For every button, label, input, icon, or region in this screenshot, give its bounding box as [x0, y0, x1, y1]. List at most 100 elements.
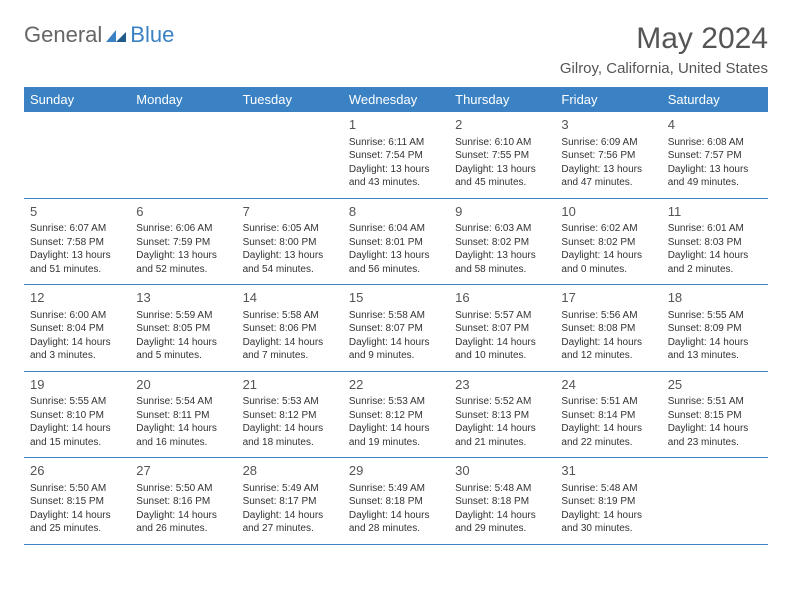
day-number: 17: [561, 289, 655, 307]
day-number: 8: [349, 203, 443, 221]
day-number: 24: [561, 376, 655, 394]
daylight-text: and 30 minutes.: [561, 522, 655, 536]
daylight-text: and 3 minutes.: [30, 349, 124, 363]
week-row: 1Sunrise: 6:11 AMSunset: 7:54 PMDaylight…: [24, 112, 768, 199]
daylight-text: Daylight: 14 hours: [561, 336, 655, 350]
daylight-text: Daylight: 14 hours: [561, 249, 655, 263]
daylight-text: Daylight: 14 hours: [349, 336, 443, 350]
sunrise-text: Sunrise: 5:48 AM: [561, 482, 655, 496]
daylight-text: and 25 minutes.: [30, 522, 124, 536]
sunrise-text: Sunrise: 5:53 AM: [243, 395, 337, 409]
calendar-cell: 9Sunrise: 6:03 AMSunset: 8:02 PMDaylight…: [449, 199, 555, 285]
day-number: 6: [136, 203, 230, 221]
daylight-text: and 9 minutes.: [349, 349, 443, 363]
day-header-row: Sunday Monday Tuesday Wednesday Thursday…: [24, 87, 768, 112]
daylight-text: Daylight: 14 hours: [30, 509, 124, 523]
sunrise-text: Sunrise: 6:07 AM: [30, 222, 124, 236]
calendar-cell: 8Sunrise: 6:04 AMSunset: 8:01 PMDaylight…: [343, 199, 449, 285]
calendar-cell: 4Sunrise: 6:08 AMSunset: 7:57 PMDaylight…: [662, 112, 768, 198]
daylight-text: and 10 minutes.: [455, 349, 549, 363]
sunset-text: Sunset: 7:56 PM: [561, 149, 655, 163]
sunset-text: Sunset: 8:15 PM: [668, 409, 762, 423]
calendar-cell: 15Sunrise: 5:58 AMSunset: 8:07 PMDayligh…: [343, 285, 449, 371]
daylight-text: Daylight: 14 hours: [455, 509, 549, 523]
calendar-cell: 28Sunrise: 5:49 AMSunset: 8:17 PMDayligh…: [237, 458, 343, 544]
day-header-cell: Thursday: [449, 87, 555, 112]
sunset-text: Sunset: 8:18 PM: [349, 495, 443, 509]
week-row: 12Sunrise: 6:00 AMSunset: 8:04 PMDayligh…: [24, 285, 768, 372]
daylight-text: and 12 minutes.: [561, 349, 655, 363]
sunrise-text: Sunrise: 5:50 AM: [136, 482, 230, 496]
sunrise-text: Sunrise: 5:51 AM: [668, 395, 762, 409]
calendar-cell: 27Sunrise: 5:50 AMSunset: 8:16 PMDayligh…: [130, 458, 236, 544]
sunset-text: Sunset: 8:06 PM: [243, 322, 337, 336]
sunset-text: Sunset: 8:13 PM: [455, 409, 549, 423]
daylight-text: Daylight: 13 hours: [668, 163, 762, 177]
sunset-text: Sunset: 7:59 PM: [136, 236, 230, 250]
daylight-text: and 52 minutes.: [136, 263, 230, 277]
sunset-text: Sunset: 8:07 PM: [455, 322, 549, 336]
calendar-cell: 6Sunrise: 6:06 AMSunset: 7:59 PMDaylight…: [130, 199, 236, 285]
day-header-cell: Saturday: [662, 87, 768, 112]
daylight-text: and 2 minutes.: [668, 263, 762, 277]
daylight-text: and 21 minutes.: [455, 436, 549, 450]
calendar-cell: 7Sunrise: 6:05 AMSunset: 8:00 PMDaylight…: [237, 199, 343, 285]
day-number: 13: [136, 289, 230, 307]
brand-text-2: Blue: [130, 22, 174, 48]
daylight-text: and 5 minutes.: [136, 349, 230, 363]
day-number: 5: [30, 203, 124, 221]
daylight-text: and 23 minutes.: [668, 436, 762, 450]
daylight-text: and 43 minutes.: [349, 176, 443, 190]
calendar-cell: 20Sunrise: 5:54 AMSunset: 8:11 PMDayligh…: [130, 372, 236, 458]
sunrise-text: Sunrise: 5:51 AM: [561, 395, 655, 409]
daylight-text: Daylight: 14 hours: [30, 336, 124, 350]
calendar-cell: 31Sunrise: 5:48 AMSunset: 8:19 PMDayligh…: [555, 458, 661, 544]
daylight-text: Daylight: 14 hours: [136, 336, 230, 350]
calendar-cell: 12Sunrise: 6:00 AMSunset: 8:04 PMDayligh…: [24, 285, 130, 371]
sunrise-text: Sunrise: 5:55 AM: [668, 309, 762, 323]
daylight-text: and 16 minutes.: [136, 436, 230, 450]
sunset-text: Sunset: 8:04 PM: [30, 322, 124, 336]
day-number: 9: [455, 203, 549, 221]
sunset-text: Sunset: 8:07 PM: [349, 322, 443, 336]
daylight-text: Daylight: 14 hours: [455, 422, 549, 436]
sunset-text: Sunset: 8:14 PM: [561, 409, 655, 423]
day-number: 11: [668, 203, 762, 221]
daylight-text: and 0 minutes.: [561, 263, 655, 277]
daylight-text: and 28 minutes.: [349, 522, 443, 536]
sunset-text: Sunset: 8:08 PM: [561, 322, 655, 336]
calendar-cell: 23Sunrise: 5:52 AMSunset: 8:13 PMDayligh…: [449, 372, 555, 458]
daylight-text: Daylight: 13 hours: [30, 249, 124, 263]
sunset-text: Sunset: 8:10 PM: [30, 409, 124, 423]
sunset-text: Sunset: 8:19 PM: [561, 495, 655, 509]
day-number: 23: [455, 376, 549, 394]
daylight-text: Daylight: 14 hours: [561, 422, 655, 436]
sunrise-text: Sunrise: 5:57 AM: [455, 309, 549, 323]
sunrise-text: Sunrise: 5:49 AM: [243, 482, 337, 496]
sunrise-text: Sunrise: 6:11 AM: [349, 136, 443, 150]
day-number: 20: [136, 376, 230, 394]
sunrise-text: Sunrise: 5:55 AM: [30, 395, 124, 409]
sunset-text: Sunset: 8:18 PM: [455, 495, 549, 509]
calendar-cell: 5Sunrise: 6:07 AMSunset: 7:58 PMDaylight…: [24, 199, 130, 285]
brand-mark-icon: [104, 26, 128, 44]
day-header-cell: Monday: [130, 87, 236, 112]
calendar-cell: 17Sunrise: 5:56 AMSunset: 8:08 PMDayligh…: [555, 285, 661, 371]
sunset-text: Sunset: 8:05 PM: [136, 322, 230, 336]
daylight-text: and 13 minutes.: [668, 349, 762, 363]
calendar-cell: 24Sunrise: 5:51 AMSunset: 8:14 PMDayligh…: [555, 372, 661, 458]
day-number: 10: [561, 203, 655, 221]
day-number: 25: [668, 376, 762, 394]
daylight-text: Daylight: 14 hours: [136, 422, 230, 436]
calendar-cell: 14Sunrise: 5:58 AMSunset: 8:06 PMDayligh…: [237, 285, 343, 371]
day-number: 15: [349, 289, 443, 307]
calendar-cell: 25Sunrise: 5:51 AMSunset: 8:15 PMDayligh…: [662, 372, 768, 458]
sunrise-text: Sunrise: 5:49 AM: [349, 482, 443, 496]
daylight-text: Daylight: 14 hours: [668, 249, 762, 263]
day-number: 22: [349, 376, 443, 394]
day-number: 27: [136, 462, 230, 480]
calendar-cell: 19Sunrise: 5:55 AMSunset: 8:10 PMDayligh…: [24, 372, 130, 458]
daylight-text: Daylight: 13 hours: [561, 163, 655, 177]
day-number: 31: [561, 462, 655, 480]
daylight-text: and 15 minutes.: [30, 436, 124, 450]
